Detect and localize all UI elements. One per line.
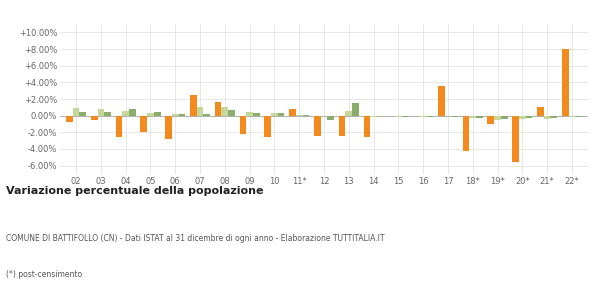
- Bar: [104, 112, 111, 116]
- Text: (*) post-censimento: (*) post-censimento: [6, 270, 82, 279]
- Bar: [550, 116, 557, 118]
- Bar: [339, 116, 346, 136]
- Bar: [154, 112, 161, 116]
- Bar: [246, 112, 253, 116]
- Bar: [278, 113, 284, 116]
- Bar: [66, 116, 73, 122]
- Bar: [147, 113, 154, 116]
- Bar: [328, 116, 334, 120]
- Bar: [346, 111, 352, 116]
- Bar: [451, 116, 458, 117]
- Bar: [519, 116, 526, 119]
- Bar: [569, 116, 575, 117]
- Bar: [215, 101, 221, 116]
- Bar: [221, 107, 228, 116]
- Text: Variazione percentuale della popolazione: Variazione percentuale della popolazione: [6, 186, 263, 196]
- Bar: [487, 116, 494, 124]
- Bar: [575, 116, 582, 117]
- Bar: [352, 103, 359, 116]
- Bar: [271, 113, 278, 116]
- Text: COMUNE DI BATTIFOLLO (CN) - Dati ISTAT al 31 dicembre di ogni anno - Elaborazion: COMUNE DI BATTIFOLLO (CN) - Dati ISTAT a…: [6, 234, 385, 243]
- Bar: [469, 116, 476, 118]
- Bar: [296, 115, 302, 116]
- Bar: [512, 116, 519, 161]
- Bar: [501, 116, 508, 119]
- Bar: [314, 116, 320, 136]
- Bar: [172, 114, 179, 116]
- Bar: [544, 116, 550, 119]
- Bar: [73, 108, 79, 116]
- Bar: [265, 116, 271, 136]
- Bar: [395, 116, 402, 117]
- Bar: [494, 116, 501, 120]
- Legend: Battifollo, Provincia di CN, Piemonte: Battifollo, Provincia di CN, Piemonte: [186, 0, 462, 2]
- Bar: [91, 116, 98, 120]
- Bar: [98, 109, 104, 116]
- Bar: [203, 114, 210, 116]
- Bar: [526, 116, 532, 118]
- Bar: [289, 109, 296, 116]
- Bar: [476, 116, 483, 118]
- Bar: [129, 109, 136, 116]
- Bar: [165, 116, 172, 139]
- Bar: [438, 86, 445, 116]
- Bar: [140, 116, 147, 132]
- Bar: [537, 107, 544, 116]
- Bar: [228, 110, 235, 116]
- Bar: [302, 115, 309, 116]
- Bar: [463, 116, 469, 151]
- Bar: [179, 114, 185, 116]
- Bar: [253, 113, 260, 116]
- Bar: [197, 106, 203, 116]
- Bar: [190, 95, 197, 116]
- Bar: [562, 49, 569, 116]
- Bar: [79, 112, 86, 116]
- Bar: [122, 111, 129, 116]
- Bar: [364, 116, 370, 136]
- Bar: [420, 116, 427, 117]
- Bar: [239, 116, 246, 134]
- Bar: [116, 116, 122, 136]
